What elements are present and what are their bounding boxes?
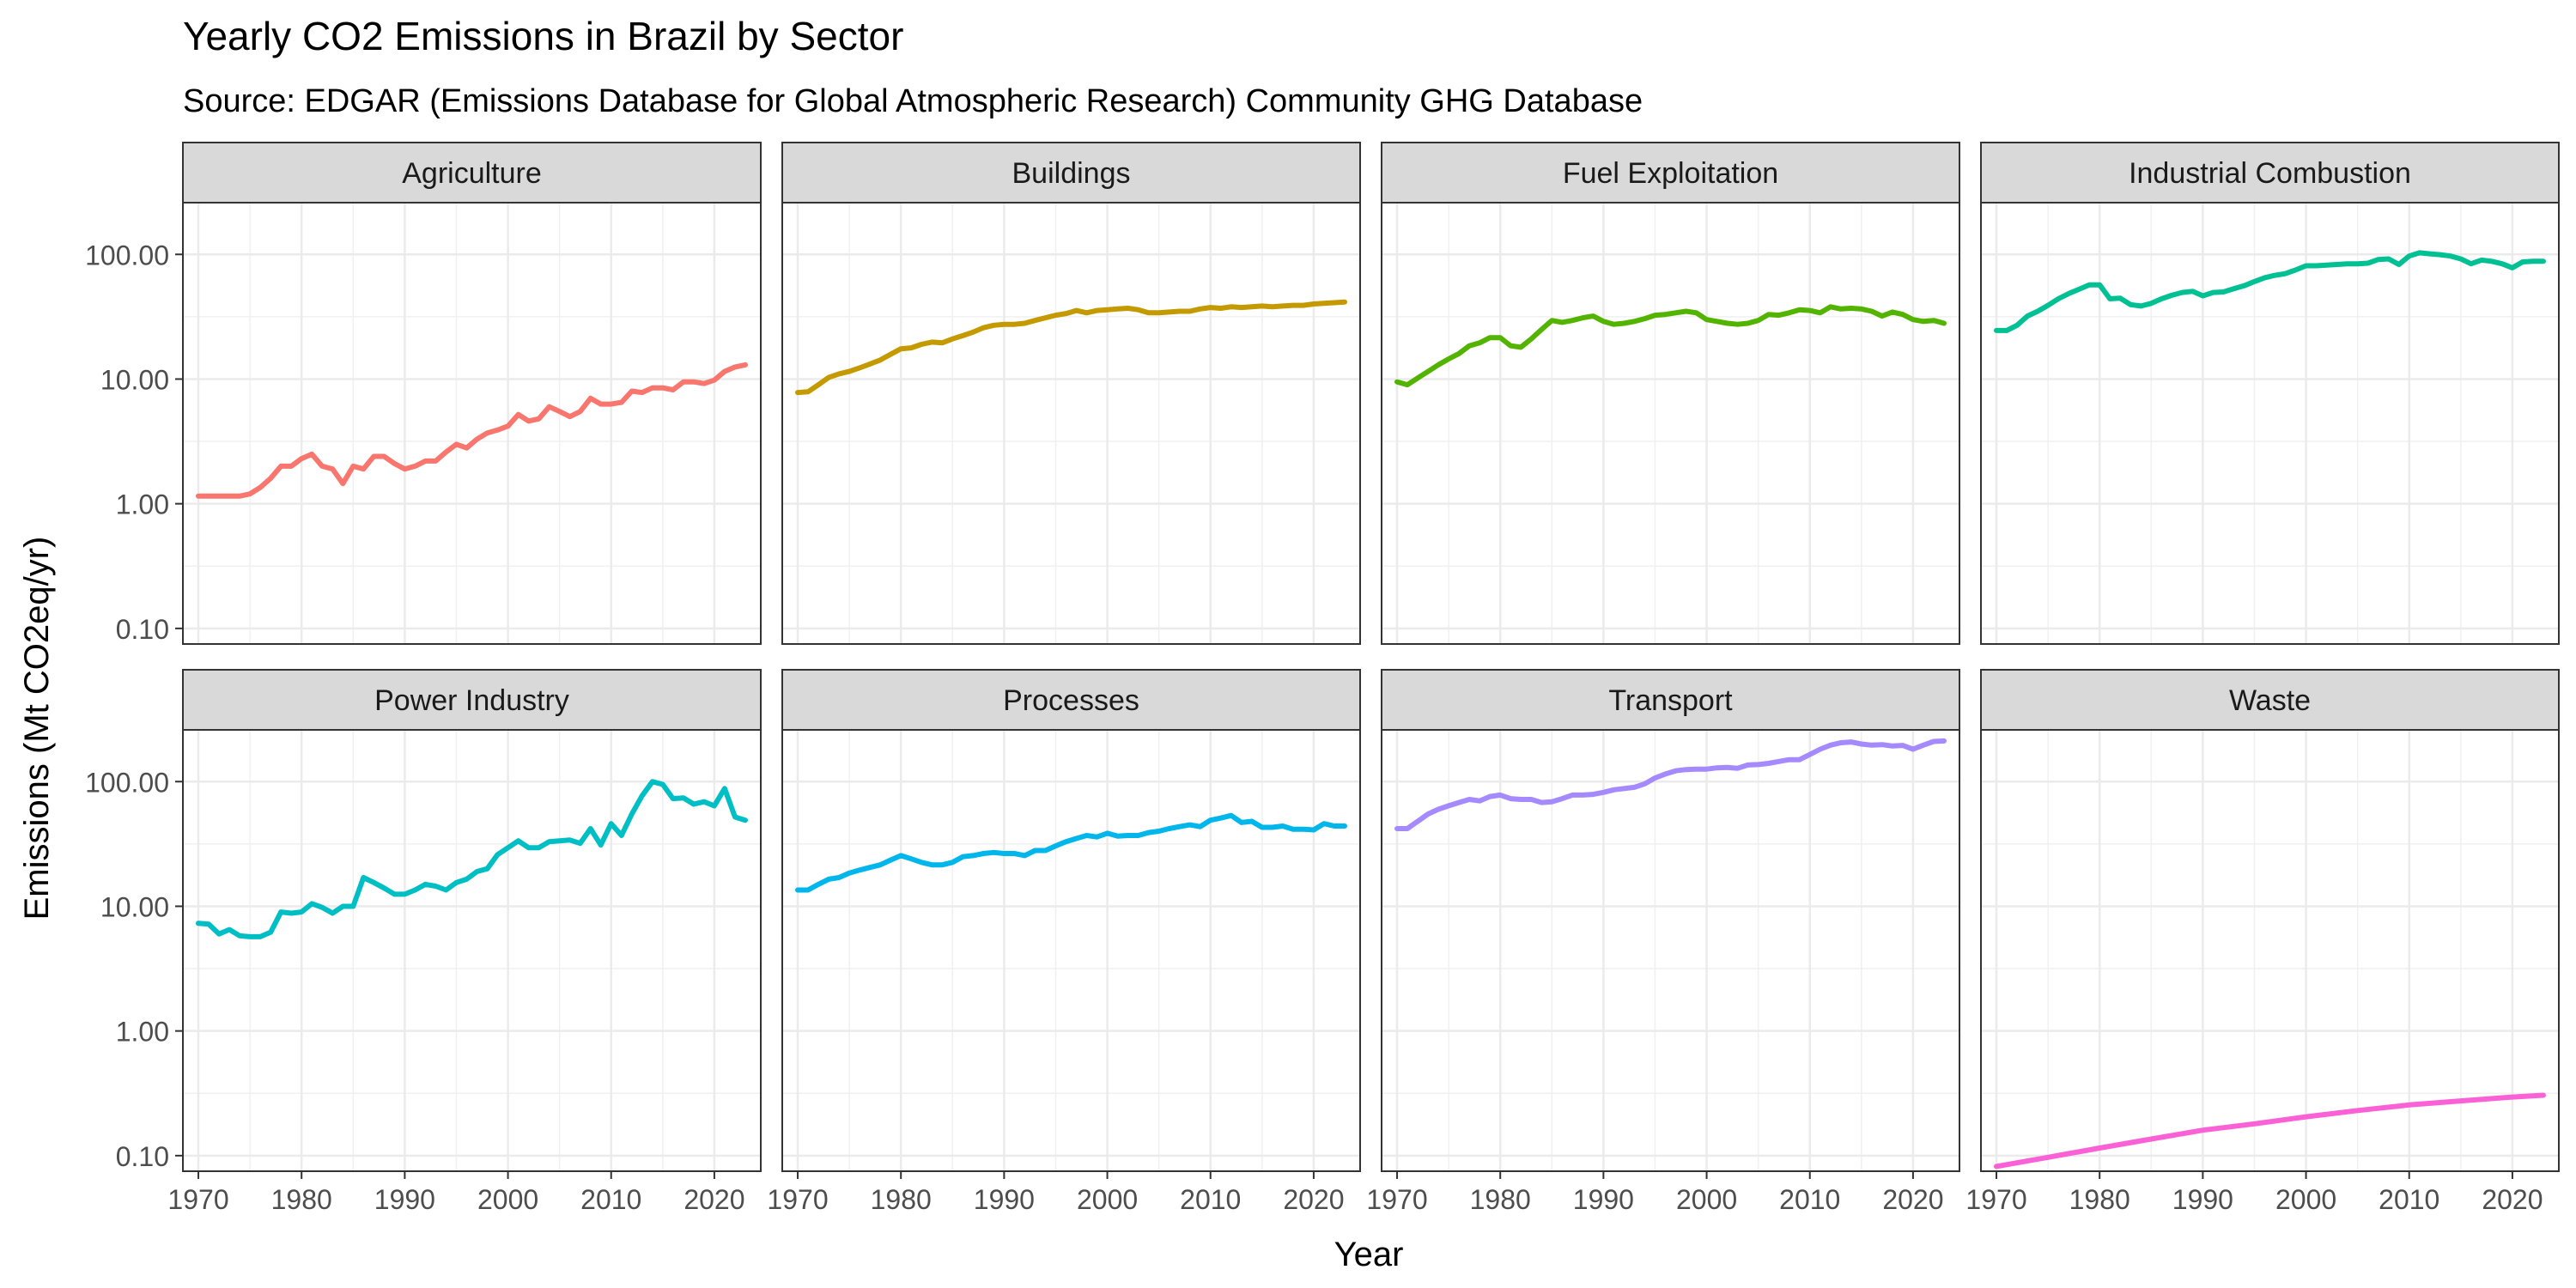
x-tick-label: 1980 [871,1184,932,1215]
facet-strip [781,142,1361,204]
panel-border [182,202,762,645]
x-tick-label: 1980 [2069,1184,2130,1215]
panel-background [1981,730,2559,1171]
facet-strip [1381,142,1960,204]
x-tick-label: 1970 [1366,1184,1427,1215]
series-line-fuel-exploitation [1394,304,1947,388]
series-line-agriculture [196,361,748,499]
panel-background [1981,203,2559,644]
facet-panel-power-industry: Power Industry 0.10 1.00 10.00 100.00 1970 198… [85,669,762,1215]
y-tick-label: 0.10 [116,1141,169,1172]
x-tick-label: 2020 [683,1184,744,1215]
x-tick-label: 2010 [580,1184,641,1215]
series-line-industrial-combustion [1994,250,2546,333]
panel-border [781,202,1361,645]
facet-strip-label: Industrial Combustion [2129,157,2411,190]
y-tick-label: 1.00 [116,489,169,520]
facet-strip [182,669,762,731]
x-tick-label: 1970 [167,1184,228,1215]
x-tick-label: 2010 [1180,1184,1241,1215]
panel-background [782,730,1360,1171]
series-line-transport [1394,738,1947,831]
facet-panel-processes: Processes 1970 1980 1990 2000 2010 2020 [767,669,1361,1215]
chart-title: Yearly CO2 Emissions in Brazil by Sector [183,14,903,58]
y-tick-label: 0.10 [116,614,169,645]
x-tick-label: 2020 [1283,1184,1344,1215]
y-tick-label: 1.00 [116,1017,169,1048]
facet-panel-agriculture: Agriculture 0.10 1.00 10.00 100.00 [85,142,762,645]
panel-background [782,203,1360,644]
x-tick-label: 2000 [477,1184,538,1215]
facet-strip-label: Waste [2229,684,2311,717]
facet-strip-label: Fuel Exploitation [1563,157,1778,190]
facet-strip [182,142,762,204]
facet-panel-waste: Waste 1970 1980 1990 2000 2010 2020 [1965,669,2560,1215]
facet-panel-buildings: Buildings [781,142,1361,645]
facet-strip-label: Transport [1608,684,1733,717]
x-tick-label: 1970 [1965,1184,2026,1215]
panel-border [1381,729,1960,1172]
x-axis-title: Year [1334,1236,1404,1273]
series-line-power-industry [196,779,748,939]
panel-border [781,729,1361,1172]
x-tick-label: 2000 [1077,1184,1138,1215]
x-tick-label: 1990 [2172,1184,2233,1215]
facet-strip-label: Buildings [1012,157,1131,190]
facet-strip-label: Processes [1003,684,1139,717]
x-tick-label: 1990 [374,1184,435,1215]
panel-background [1382,730,1959,1171]
x-tick-label: 2000 [1676,1184,1737,1215]
series-line-buildings [795,299,1347,396]
panel-background [183,730,761,1171]
y-tick-label: 10.00 [100,364,169,395]
panel-border [182,729,762,1172]
y-tick-label: 100.00 [85,767,169,798]
x-tick-label: 1970 [767,1184,828,1215]
y-tick-label: 100.00 [85,240,169,270]
facet-panel-industrial-combustion: Industrial Combustion [1980,142,2560,645]
panel-background [1382,203,1959,644]
facet-panels: Agriculture 0.10 1.00 10.00 100.00 Buildings F… [85,142,2560,1215]
x-tick-label: 2020 [1882,1184,1943,1215]
series-line-waste [1994,1092,2546,1170]
series-line-processes [795,812,1347,893]
x-tick-label: 1980 [1470,1184,1531,1215]
y-axis-title: Emissions (Mt CO2eq/yr) [18,537,56,920]
x-tick-label: 2000 [2275,1184,2336,1215]
facet-strip-label: Agriculture [402,157,542,190]
x-tick-label: 1980 [271,1184,332,1215]
facet-strip [1980,142,2560,204]
facet-strip [781,669,1361,731]
y-tick-label: 10.00 [100,891,169,922]
chart-subtitle: Source: EDGAR (Emissions Database for Gl… [183,83,1643,119]
panel-border [1381,202,1960,645]
x-tick-label: 1990 [974,1184,1035,1215]
facet-strip [1980,669,2560,731]
facet-panel-transport: Transport 1970 1980 1990 2000 2010 2020 [1366,669,1960,1215]
panel-background [183,203,761,644]
x-tick-label: 2010 [1779,1184,1840,1215]
facet-panel-fuel-exploitation: Fuel Exploitation [1381,142,1960,645]
x-tick-label: 1990 [1573,1184,1634,1215]
facet-strip-label: Power Industry [374,684,569,717]
facet-strip [1381,669,1960,731]
x-tick-label: 2010 [2379,1184,2439,1215]
x-tick-label: 2020 [2482,1184,2543,1215]
panel-border [1980,729,2560,1172]
panel-border [1980,202,2560,645]
